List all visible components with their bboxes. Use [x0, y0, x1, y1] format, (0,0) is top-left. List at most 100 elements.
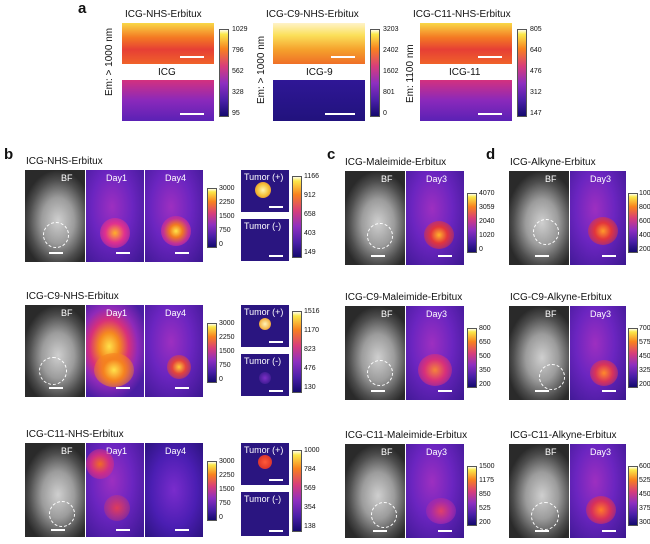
tick-label: 375: [639, 505, 650, 512]
panel-c-row2-day3-image: Day3: [406, 306, 464, 400]
tick-label: 1020: [479, 232, 495, 239]
bf-label: BF: [61, 173, 73, 183]
panel-d-row3-title: ICG-C11-Alkyne-Erbitux: [510, 430, 617, 441]
panel-c-row3-day3-image: Day3: [406, 444, 464, 538]
tick-label: 640: [530, 47, 542, 54]
panel-b-row1-tumor-neg-image: Tumor (-): [241, 219, 289, 261]
tick-label: 328: [232, 89, 244, 96]
panel-c-row1-bf-image: BF: [345, 171, 405, 265]
tick-label: 800: [639, 204, 650, 211]
tick-label: 476: [530, 68, 542, 75]
tick-label: 2250: [219, 334, 235, 341]
tick-label: 1602: [383, 68, 399, 75]
tick-label: 0: [479, 246, 483, 253]
panel-c-row3-title: ICG-C11-Maleimide-Erbitux: [345, 430, 468, 441]
tick-label: 850: [479, 491, 491, 498]
tick-label: 2250: [219, 199, 235, 206]
tick-label: 147: [530, 110, 542, 117]
tick-label: 0: [219, 241, 223, 248]
tick-label: 350: [479, 367, 491, 374]
day4-label: Day4: [165, 446, 187, 456]
panel-c-row2-colorbar: [467, 328, 477, 388]
panel-d-row2-day3-image: Day3: [570, 306, 626, 400]
panel-d-row3-day3-image: Day3: [570, 444, 626, 538]
tick-label: 575: [639, 339, 650, 346]
bf-label: BF: [61, 308, 73, 318]
tick-label: 784: [304, 466, 316, 473]
tick-label: 400: [639, 232, 650, 239]
day3-label: Day3: [590, 309, 612, 319]
panel-c-row1-colorbar: [467, 193, 477, 253]
tick-label: 800: [479, 325, 491, 332]
panel-a-group1-top-title: ICG-NHS-Erbitux: [125, 9, 202, 20]
panel-a-icg-c11-nhs-erbitux-image: [420, 23, 512, 64]
day4-label: Day4: [165, 308, 187, 318]
panel-a-colorbar-3: [517, 29, 527, 117]
day3-label: Day3: [426, 309, 448, 319]
tick-label: 562: [232, 68, 244, 75]
panel-label-d: d: [486, 146, 496, 163]
tick-label: 912: [304, 192, 316, 199]
tick-label: 750: [219, 500, 231, 507]
tick-label: 95: [232, 110, 240, 117]
day1-label: Day1: [106, 446, 128, 456]
panel-d-row1-colorbar: [628, 193, 638, 253]
tick-label: 2040: [479, 218, 495, 225]
bf-label: BF: [545, 309, 557, 319]
panel-c-row1-title: ICG-Maleimide-Erbitux: [345, 157, 447, 168]
tumor-neg-label: Tumor (-): [244, 221, 282, 231]
tick-label: 1000: [639, 190, 650, 197]
panel-b-row3-title: ICG-C11-NHS-Erbitux: [26, 429, 124, 440]
bf-label: BF: [381, 174, 393, 184]
tick-label: 525: [479, 505, 491, 512]
panel-b-row1-title: ICG-NHS-Erbitux: [26, 156, 103, 167]
day3-label: Day3: [426, 174, 448, 184]
panel-b-row1-bf-image: BF: [25, 170, 85, 262]
day3-label: Day3: [590, 447, 612, 457]
tick-label: 200: [639, 381, 650, 388]
tick-label: 3059: [479, 204, 495, 211]
panel-b-row2-title: ICG-C9-NHS-Erbitux: [26, 291, 119, 302]
tick-label: 2402: [383, 47, 399, 54]
panel-b-row2-day4-image: Day4: [145, 305, 203, 397]
panel-d-row3-colorbar: [628, 466, 638, 526]
tick-label: 0: [219, 514, 223, 521]
panel-label-a: a: [78, 0, 87, 17]
tick-label: 525: [639, 477, 650, 484]
panel-b-row1-day4-image: Day4: [145, 170, 203, 262]
tick-label: 1500: [219, 348, 235, 355]
panel-b-row1-day1-image: Day1: [86, 170, 144, 262]
panel-d-row1-bf-image: BF: [509, 171, 569, 265]
panel-b-row1-tumor-pos-image: Tumor (+): [241, 170, 289, 212]
tick-label: 801: [383, 89, 395, 96]
tumor-pos-label: Tumor (+): [244, 307, 284, 317]
panel-a-group2-bottom-title: ICG-9: [306, 67, 333, 78]
panel-b-row3-tumor-colorbar: [292, 450, 302, 532]
panel-a-icg-c9-nhs-erbitux-image: [273, 23, 365, 64]
tumor-pos-label: Tumor (+): [244, 445, 284, 455]
tick-label: 312: [530, 89, 542, 96]
panel-b-row3-day1-image: Day1: [86, 443, 144, 537]
day3-label: Day3: [426, 447, 448, 457]
tumor-pos-label: Tumor (+): [244, 172, 284, 182]
tick-label: 500: [479, 353, 491, 360]
tick-label: 3000: [219, 185, 235, 192]
bf-label: BF: [381, 309, 393, 319]
bf-label: BF: [61, 446, 73, 456]
panel-a-group3-bottom-title: ICG-11: [449, 67, 481, 78]
panel-a-y-title-3: Em: 1100 nm: [405, 44, 416, 103]
panel-c-row2-bf-image: BF: [345, 306, 405, 400]
panel-label-c: c: [327, 146, 336, 163]
panel-b-row2-colorbar: [207, 323, 217, 383]
panel-d-row1-title: ICG-Alkyne-Erbitux: [510, 157, 596, 168]
day3-label: Day3: [590, 174, 612, 184]
tick-label: 658: [304, 211, 316, 218]
tick-label: 1000: [304, 447, 320, 454]
tick-label: 796: [232, 47, 244, 54]
panel-d-row2-colorbar: [628, 328, 638, 388]
panel-a-colorbar-2: [370, 29, 380, 117]
tick-label: 1500: [219, 486, 235, 493]
panel-a-group3-top-title: ICG-C11-NHS-Erbitux: [413, 9, 511, 20]
tick-label: 1175: [479, 477, 495, 484]
tick-label: 354: [304, 504, 316, 511]
